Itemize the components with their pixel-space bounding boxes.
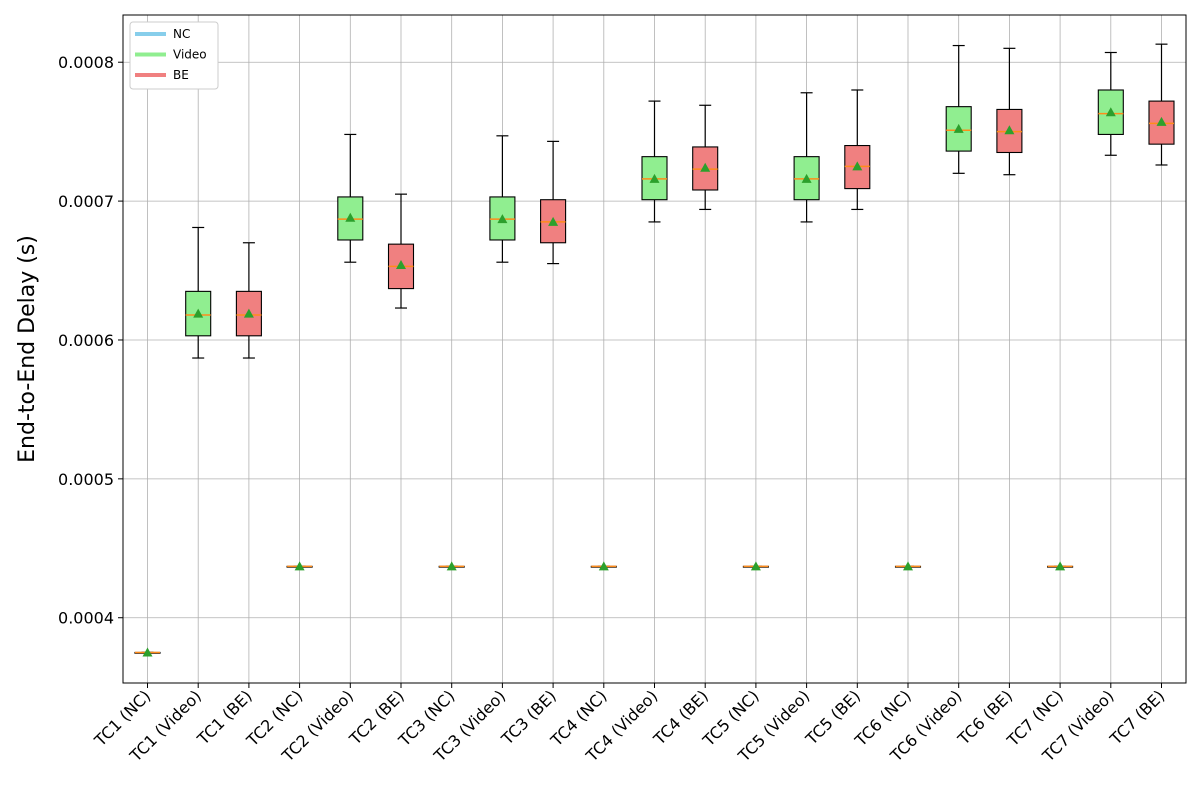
box-be [235, 242, 262, 359]
box-video [641, 100, 668, 223]
legend-label-be: BE [173, 68, 189, 82]
box-nc [286, 561, 313, 571]
box-be [996, 47, 1023, 176]
mean-marker [396, 259, 406, 269]
box-nc [438, 561, 465, 571]
mean-marker [1105, 107, 1116, 117]
box-be [540, 140, 567, 265]
mean-marker [497, 214, 508, 224]
box-video [1097, 51, 1124, 156]
mean-marker [649, 173, 660, 183]
iqr-box [945, 106, 972, 152]
y-tick-label: 0.0007 [58, 192, 114, 211]
legend-label-nc: NC [173, 27, 190, 41]
mean-marker [294, 561, 305, 571]
box-be [387, 193, 415, 309]
y-tick-label: 0.0005 [58, 470, 114, 489]
mean-marker [1055, 561, 1066, 571]
mean-marker [142, 647, 153, 657]
mean-marker [953, 123, 964, 133]
box-video [337, 133, 364, 263]
box-nc [742, 561, 769, 571]
mean-marker [345, 212, 356, 222]
mean-marker [243, 308, 254, 318]
y-tick-label: 0.0004 [58, 609, 114, 628]
box-video [793, 92, 820, 223]
box-video [185, 226, 212, 359]
y-tick-label: 0.0006 [58, 331, 114, 350]
box-nc [134, 647, 161, 657]
legend-box [129, 21, 219, 90]
box-be [1148, 43, 1175, 166]
box-video [945, 44, 972, 174]
mean-marker [852, 161, 863, 171]
mean-marker [1004, 125, 1015, 135]
mean-marker [193, 308, 204, 318]
box-be [692, 104, 719, 211]
box-be [844, 89, 871, 211]
box-nc [1047, 561, 1074, 571]
box-video [489, 135, 516, 263]
grid-lines [123, 15, 1186, 683]
y-tick-label: 0.0008 [58, 53, 114, 72]
box-nc [590, 561, 617, 571]
mean-marker [750, 561, 761, 571]
mean-marker [598, 561, 609, 571]
mean-marker [903, 561, 913, 571]
mean-marker [700, 162, 711, 172]
legend-label-video: Video [173, 48, 207, 62]
mean-marker [446, 561, 457, 571]
box-series [134, 43, 1175, 657]
y-axis-title: End-to-End Delay (s) [15, 235, 40, 463]
mean-marker [548, 216, 559, 226]
mean-marker [1156, 116, 1167, 126]
legend: NC Video BE [129, 21, 219, 90]
mean-marker [801, 173, 812, 183]
box-nc [894, 561, 922, 571]
